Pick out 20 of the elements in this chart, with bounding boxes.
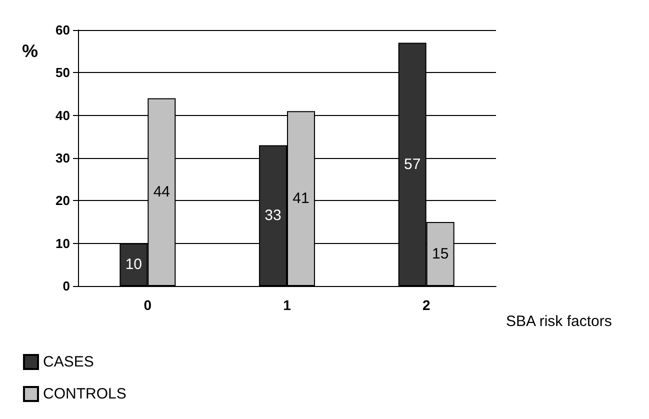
data-label: 33 bbox=[264, 207, 282, 224]
x-axis-title: SBA risk factors bbox=[506, 313, 612, 330]
y-tick-label: 50 bbox=[56, 65, 70, 80]
y-tick-label: 0 bbox=[62, 278, 70, 294]
data-label: 15 bbox=[432, 246, 449, 262]
legend-label: CASES bbox=[43, 354, 94, 370]
data-label: 10 bbox=[125, 256, 142, 274]
legend-label: CONTROLS bbox=[43, 386, 126, 402]
y-tick-label: 60 bbox=[56, 22, 70, 38]
y-tick-label: 30 bbox=[56, 150, 70, 166]
x-tick-label: 0 bbox=[144, 297, 152, 313]
y-tick-label: 10 bbox=[56, 236, 70, 251]
y-tick-label: 20 bbox=[56, 193, 70, 208]
y-axis-title: % bbox=[22, 41, 38, 61]
data-label: 41 bbox=[292, 190, 310, 208]
x-tick-label: 2 bbox=[422, 297, 430, 313]
data-label: 57 bbox=[404, 156, 421, 173]
x-tick-label: 1 bbox=[283, 297, 292, 313]
data-label: 44 bbox=[153, 184, 170, 201]
y-tick-label: 40 bbox=[56, 108, 70, 123]
